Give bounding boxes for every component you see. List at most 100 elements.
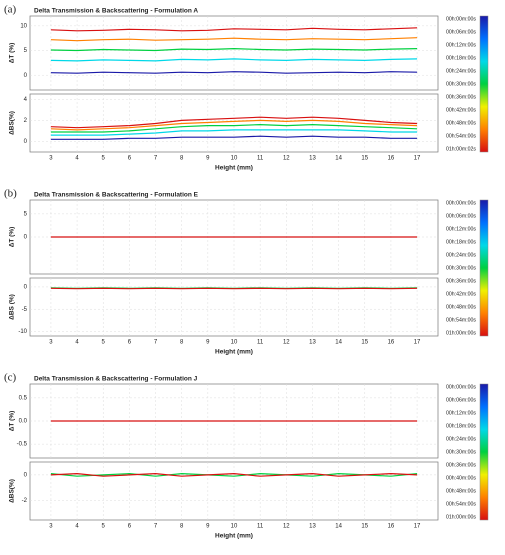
x-tick-label: 8 (180, 524, 184, 530)
x-axis-label: Height (mm) (215, 349, 253, 356)
x-tick-label: 15 (361, 340, 368, 346)
y-tick-label: 5 (24, 48, 28, 54)
x-tick-label: 4 (75, 156, 79, 162)
x-tick-label: 12 (283, 340, 290, 346)
x-tick-label: 16 (388, 524, 395, 530)
y-tick-label: 0.5 (19, 395, 28, 401)
x-tick-label: 10 (231, 524, 238, 530)
y-tick-label: -5 (22, 307, 28, 313)
y-tick-label: 2 (24, 118, 28, 124)
x-tick-label: 10 (231, 156, 238, 162)
colorbar-label: 00h:06m:00s (446, 213, 476, 219)
colorbar-label: 00h:30m:00s (446, 265, 476, 271)
y-tick-label: 4 (24, 97, 28, 103)
y-axis-label: ΔBS(%) (9, 479, 16, 503)
colorbar-label: 00h:18m:00s (446, 423, 476, 429)
y-tick-label: -0.5 (17, 442, 28, 448)
colorbar-label: 00h:30m:00s (446, 449, 476, 455)
colorbar-label: 00h:12m:00s (446, 410, 476, 416)
colorbar-label: 00h:00m:00s (446, 200, 476, 206)
y-tick-label: 0 (24, 139, 28, 145)
x-tick-label: 14 (335, 524, 342, 530)
colorbar-label: 00h:42m:00s (446, 291, 476, 297)
x-tick-label: 6 (128, 524, 132, 530)
x-tick-label: 7 (154, 340, 158, 346)
x-tick-label: 16 (388, 156, 395, 162)
y-tick-label: 0 (24, 472, 28, 478)
colorbar-label: 00h:18m:00s (446, 55, 476, 61)
x-tick-label: 11 (257, 340, 264, 346)
x-tick-label: 14 (335, 156, 342, 162)
x-tick-label: 15 (361, 524, 368, 530)
x-tick-label: 11 (257, 524, 264, 530)
colorbar (480, 200, 488, 336)
x-tick-label: 3 (49, 340, 53, 346)
y-axis-label: ΔT (%) (9, 411, 16, 432)
x-tick-label: 14 (335, 340, 342, 346)
y-tick-label: -10 (18, 329, 27, 335)
colorbar-label: 00h:24m:00s (446, 68, 476, 74)
x-axis-label: Height (mm) (215, 533, 253, 540)
x-tick-label: 8 (180, 340, 184, 346)
colorbar-label: 00h:54m:00s (446, 133, 476, 139)
y-tick-label: 10 (20, 23, 27, 29)
x-tick-label: 7 (154, 156, 158, 162)
x-tick-label: 3 (49, 524, 53, 530)
x-tick-label: 8 (180, 156, 184, 162)
x-tick-label: 7 (154, 524, 158, 530)
y-tick-label: 0 (24, 73, 28, 79)
x-tick-label: 12 (283, 156, 290, 162)
x-tick-label: 12 (283, 524, 290, 530)
chart-title: Delta Transmission & Backscattering - Fo… (34, 376, 198, 383)
y-axis-label: ΔT (%) (9, 227, 16, 248)
x-tick-label: 13 (309, 524, 316, 530)
y-tick-label: 0 (24, 285, 28, 291)
y-tick-label: 0.0 (19, 419, 28, 425)
panel-label: (b) (4, 188, 17, 200)
colorbar-label: 00h:36m:00s (446, 278, 476, 284)
y-axis-label: ΔBS(%) (9, 111, 16, 135)
colorbar-label: 00h:54m:00s (446, 501, 476, 507)
x-tick-label: 5 (102, 340, 106, 346)
colorbar (480, 384, 488, 520)
x-tick-label: 16 (388, 340, 395, 346)
y-axis-label: ΔT (%) (9, 43, 16, 64)
x-tick-label: 9 (206, 340, 210, 346)
colorbar-label: 00h:36m:00s (446, 462, 476, 468)
colorbar-label: 00h:40m:00s (446, 475, 476, 481)
colorbar-label: 00h:12m:00s (446, 226, 476, 232)
colorbar-label: 00h:00m:00s (446, 16, 476, 22)
chart-title: Delta Transmission & Backscattering - Fo… (34, 8, 198, 15)
x-tick-label: 5 (102, 524, 106, 530)
x-tick-label: 10 (231, 340, 238, 346)
y-axis-label: ΔBS (%) (9, 294, 16, 320)
colorbar-label: 00h:24m:00s (446, 252, 476, 258)
x-tick-label: 9 (206, 156, 210, 162)
colorbar-label: 00h:24m:00s (446, 436, 476, 442)
colorbar-label: 00h:48m:00s (446, 120, 476, 126)
x-tick-label: 6 (128, 340, 132, 346)
x-tick-label: 5 (102, 156, 106, 162)
panel-label: (c) (4, 372, 17, 384)
x-tick-label: 6 (128, 156, 132, 162)
chart-title: Delta Transmission & Backscattering - Fo… (34, 192, 199, 199)
colorbar-label: 00h:30m:00s (446, 81, 476, 87)
x-tick-label: 3 (49, 156, 53, 162)
x-tick-label: 9 (206, 524, 210, 530)
colorbar-label: 00h:06m:00s (446, 397, 476, 403)
x-tick-label: 4 (75, 340, 79, 346)
x-tick-label: 15 (361, 156, 368, 162)
colorbar-label: 01h:00m:00s (446, 514, 476, 520)
colorbar (480, 16, 488, 152)
y-tick-label: 5 (24, 211, 28, 217)
colorbar-label: 00h:00m:00s (446, 384, 476, 390)
y-tick-label: -2 (22, 498, 28, 504)
colorbar-label: 01h:00m:00s (446, 330, 476, 336)
colorbar-label: 00h:54m:00s (446, 317, 476, 323)
colorbar-label: 00h:18m:00s (446, 239, 476, 245)
x-tick-label: 4 (75, 524, 79, 530)
x-tick-label: 17 (414, 156, 421, 162)
x-tick-label: 17 (414, 340, 421, 346)
colorbar-label: 00h:36m:00s (446, 94, 476, 100)
x-tick-label: 13 (309, 156, 316, 162)
